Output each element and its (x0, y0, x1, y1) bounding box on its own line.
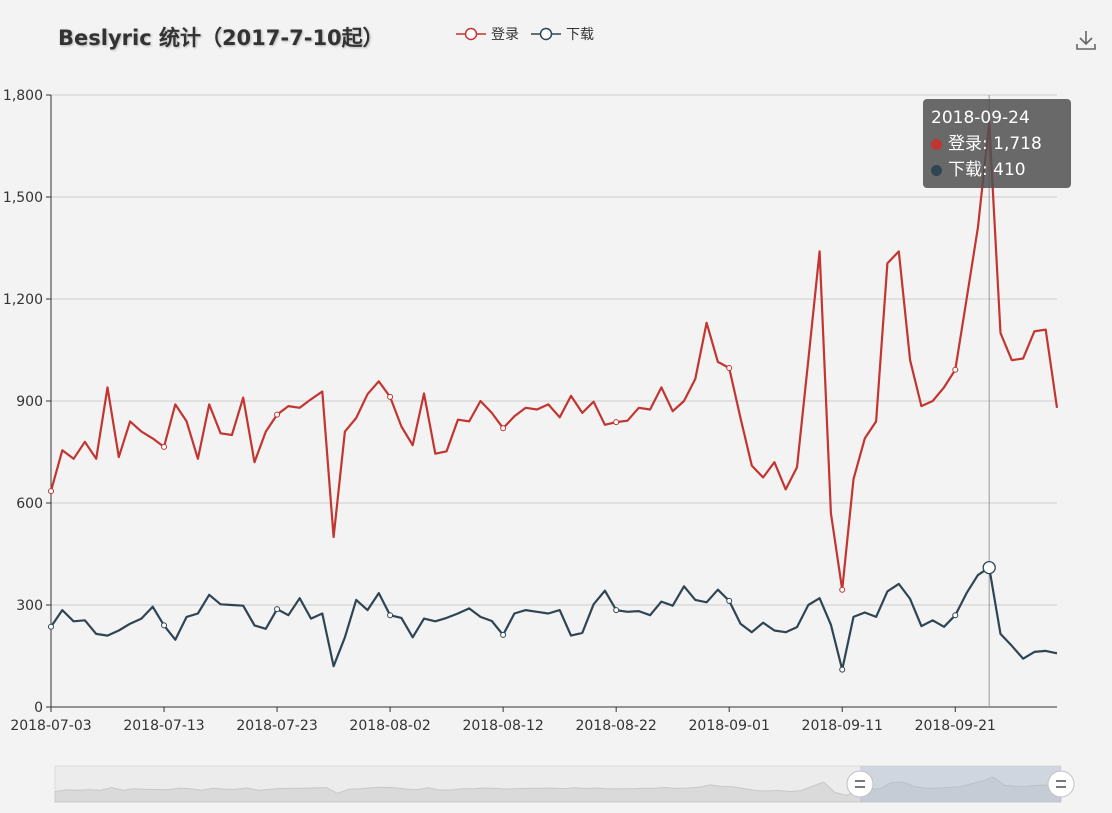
x-tick-label: 2018-07-23 (236, 718, 317, 734)
x-tick-label: 2018-09-11 (802, 718, 883, 734)
series-markers (48, 365, 996, 673)
data-point[interactable] (274, 606, 281, 613)
zoom-selected-range[interactable] (860, 766, 1061, 802)
legend-download-line-icon (531, 27, 561, 41)
download-icon[interactable] (1074, 28, 1098, 52)
x-tick-label: 2018-08-22 (575, 718, 656, 734)
tooltip-row-download: 下载: 410 (931, 157, 1063, 183)
tooltip: 2018-09-24 登录: 1,718 下载: 410 (923, 99, 1071, 188)
data-point[interactable] (839, 586, 846, 593)
y-tick-label: 1,800 (3, 88, 43, 104)
zoom-preview-area (54, 776, 1062, 803)
x-tick-label: 2018-07-03 (10, 718, 91, 734)
legend-label-login: 登录 (491, 27, 519, 43)
zoom-handle-icon[interactable] (1047, 770, 1075, 798)
data-point[interactable] (613, 419, 620, 426)
x-tick-label: 2018-09-01 (689, 718, 770, 734)
legend: 登录 下载 (456, 24, 606, 44)
data-point[interactable] (161, 622, 168, 629)
data-point[interactable] (274, 411, 281, 418)
tooltip-login-dot-icon (931, 138, 942, 150)
tooltip-download-dot-icon (931, 164, 942, 176)
y-tick-label: 900 (16, 394, 43, 410)
tooltip-login-value: 登录: 1,718 (948, 134, 1042, 154)
y-tick-label: 600 (16, 496, 43, 512)
data-point[interactable] (387, 393, 394, 400)
axes: 0 300 600 900 1,200 1,500 1,800 2018-07-03 2018-… (3, 88, 1057, 734)
data-point[interactable] (839, 666, 846, 673)
grid-lines (51, 94, 1057, 606)
highlight-point[interactable] (982, 560, 996, 575)
tooltip-date: 2018-09-24 (931, 108, 1030, 128)
data-point[interactable] (48, 488, 54, 495)
zoom-handle-left[interactable] (846, 770, 874, 798)
tooltip-download-value: 下载: 410 (948, 160, 1026, 180)
tooltip-row-login: 登录: 1,718 (931, 131, 1063, 157)
zoom-handle-icon[interactable] (846, 770, 874, 798)
data-point[interactable] (726, 597, 733, 604)
data-point[interactable] (613, 607, 620, 614)
y-tick-label: 1,200 (3, 292, 43, 308)
data-point[interactable] (48, 623, 54, 630)
data-point[interactable] (952, 366, 959, 373)
y-tick-label: 300 (16, 598, 43, 614)
legend-label-download: 下载 (566, 27, 594, 43)
data-zoom-slider[interactable] (54, 765, 1075, 803)
series-line-1[interactable] (50, 566, 1058, 671)
legend-login-line-icon (456, 27, 486, 41)
legend-item-login[interactable]: 登录 (456, 24, 519, 44)
y-tick-label: 0 (34, 700, 43, 716)
x-tick-label: 2018-08-02 (349, 718, 430, 734)
legend-item-download[interactable]: 下载 (531, 24, 594, 44)
chart-title: Beslyric 统计（2017-7-10起） (58, 26, 384, 50)
data-point[interactable] (387, 612, 394, 619)
zoom-handle-right[interactable] (1047, 770, 1075, 798)
data-point[interactable] (726, 365, 733, 372)
x-tick-label: 2018-08-12 (462, 718, 543, 734)
series-line-0[interactable] (49, 121, 1059, 591)
y-tick-label: 1,500 (3, 190, 43, 206)
data-point[interactable] (161, 443, 168, 450)
x-tick-label: 2018-09-21 (915, 718, 996, 734)
data-point[interactable] (500, 425, 507, 432)
data-point[interactable] (500, 631, 507, 638)
x-tick-label: 2018-07-13 (123, 718, 204, 734)
series-lines (49, 121, 1059, 671)
data-point[interactable] (952, 612, 959, 619)
